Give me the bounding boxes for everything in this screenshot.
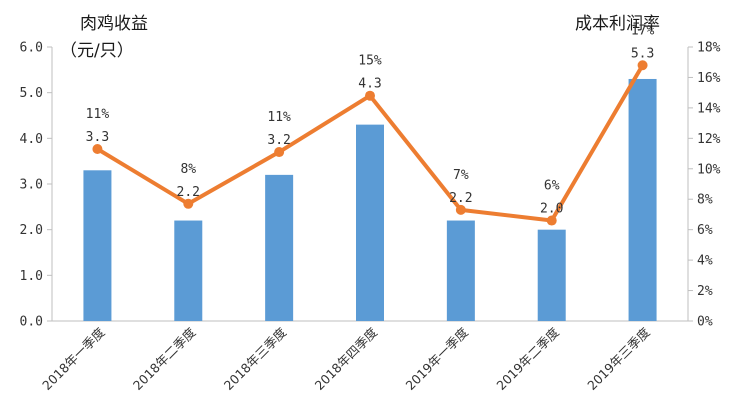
right-axis-tick-label: 14% xyxy=(697,101,721,116)
right-axis: 0% 2% 4% 6% 8% 10% 12% 14% 16% 18% xyxy=(687,41,721,330)
line-point xyxy=(637,60,648,71)
category-labels: 2018年一季度 2018年二季度 2018年三季度 2018年四季度 2019年一季度… xyxy=(39,324,653,393)
bar xyxy=(446,220,475,321)
line-data-label: 15% xyxy=(358,54,382,69)
right-axis-tick-label: 16% xyxy=(697,71,721,86)
bar xyxy=(265,174,294,321)
line-point xyxy=(183,198,194,209)
bar xyxy=(628,78,657,321)
line-data-label: 6% xyxy=(544,179,560,194)
left-axis-tick-label: 2.0 xyxy=(20,223,43,238)
bar-data-label: 3.2 xyxy=(267,133,290,148)
line-data-label: 11% xyxy=(86,107,110,122)
line-data-label: 7% xyxy=(453,168,469,183)
left-axis-tick-label: 4.0 xyxy=(20,132,43,147)
bar-data-label: 4.3 xyxy=(358,77,381,92)
line-data-label: 8% xyxy=(180,162,196,177)
bar xyxy=(356,124,384,321)
right-axis-tick-label: 10% xyxy=(697,162,721,177)
left-axis-title-line1: 肉鸡收益 xyxy=(80,14,148,34)
line-point xyxy=(92,143,103,154)
bar-data-label: 2.0 xyxy=(540,202,563,217)
line-point xyxy=(365,90,375,101)
right-axis-tick-label: 8% xyxy=(697,193,713,208)
left-axis-tick-label: 3.0 xyxy=(20,178,43,193)
line-point xyxy=(546,215,557,226)
left-axis: 0.0 1.0 2.0 3.0 4.0 5.0 6.0 xyxy=(20,41,688,330)
line-data-label: 11% xyxy=(267,110,291,125)
right-axis-tick-label: 0% xyxy=(697,315,713,330)
bar-data-label: 2.2 xyxy=(177,185,200,200)
line-point xyxy=(274,147,285,158)
category-label: 2018年四季度 xyxy=(312,324,381,393)
line-series: 11% 3.3 8% 2.2 11% 3.2 15% 4.3 7% 2.2 6% 2.0 17% 5.3 xyxy=(86,23,655,226)
left-axis-tick-label: 5.0 xyxy=(20,86,43,101)
category-label: 2018年一季度 xyxy=(39,324,108,393)
right-axis-tick-label: 2% xyxy=(697,284,713,299)
right-axis-tick-label: 6% xyxy=(697,223,713,238)
bar-data-label: 3.3 xyxy=(86,130,109,145)
bar-data-label: 5.3 xyxy=(631,46,654,61)
left-axis-tick-label: 1.0 xyxy=(20,269,43,284)
left-axis-tick-label: 6.0 xyxy=(20,41,43,56)
left-axis-tick-label: 0.0 xyxy=(20,315,43,330)
right-axis-title: 成本利润率 xyxy=(575,14,660,34)
line-point xyxy=(455,204,466,215)
right-axis-tick-label: 12% xyxy=(697,132,721,147)
category-label: 2018年三季度 xyxy=(221,324,290,393)
category-label: 2019年一季度 xyxy=(403,324,472,393)
line-data-label: 17% xyxy=(631,23,655,38)
right-axis-tick-label: 18% xyxy=(697,41,721,56)
bar-series xyxy=(83,78,657,321)
bar-data-label: 2.2 xyxy=(449,191,472,206)
left-axis-title-line2: （元/只） xyxy=(60,41,134,61)
category-label: 2019年三季度 xyxy=(584,324,653,393)
bar xyxy=(174,220,203,321)
right-axis-tick-label: 4% xyxy=(697,254,713,269)
category-label: 2018年二季度 xyxy=(130,324,199,393)
category-label: 2019年二季度 xyxy=(493,324,562,393)
bar xyxy=(83,170,112,321)
bar xyxy=(537,229,566,321)
